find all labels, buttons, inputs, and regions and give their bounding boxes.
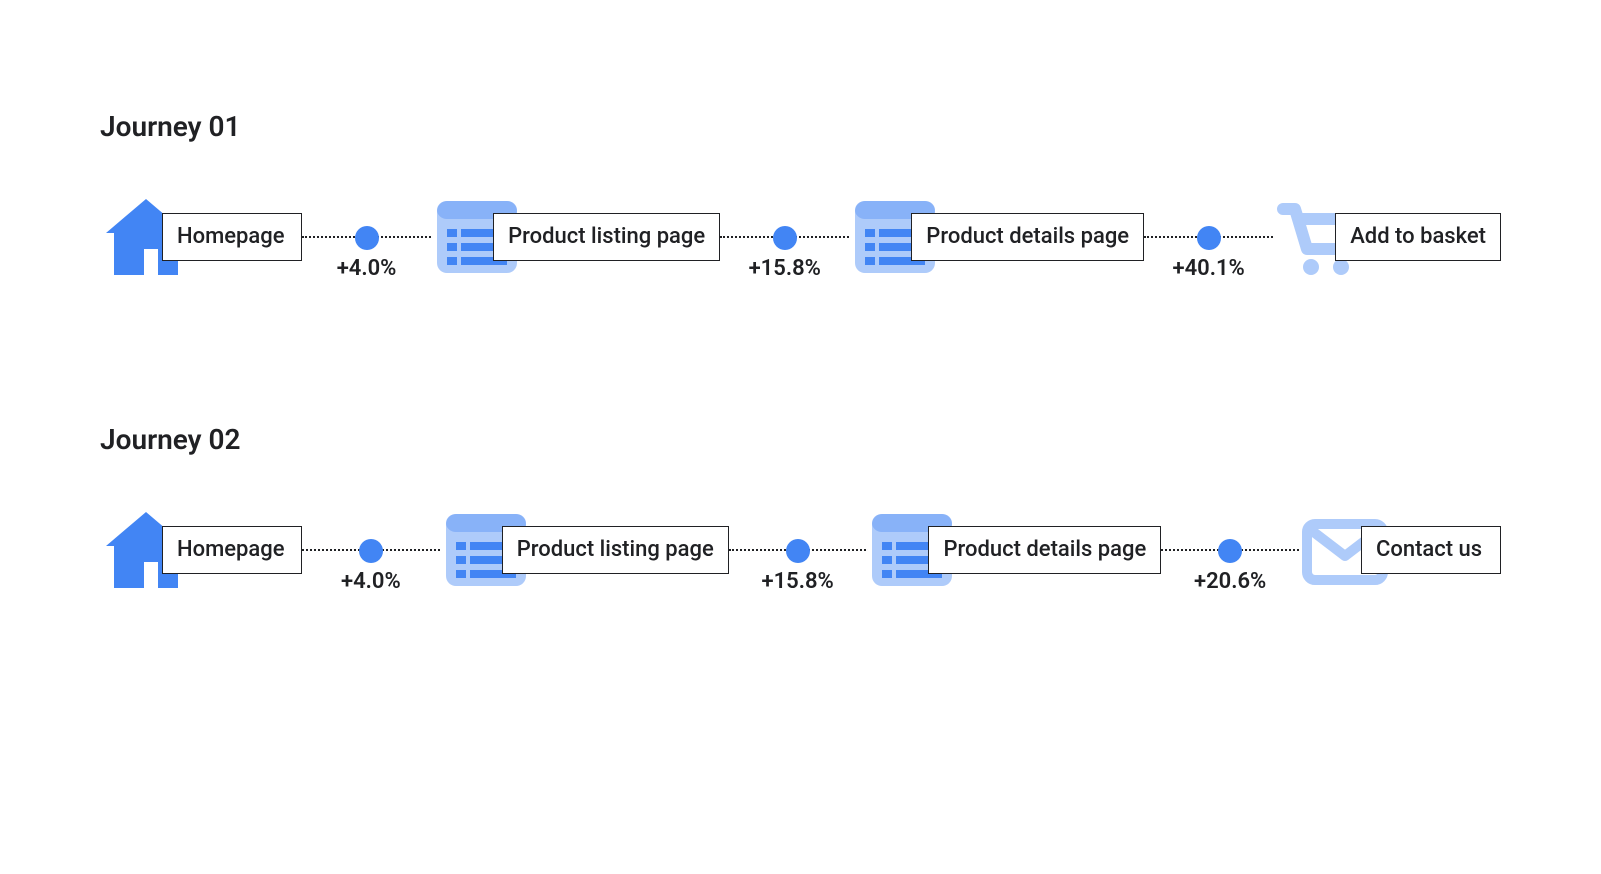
step-homepage: Homepage — [100, 504, 302, 596]
journey-title: Journey 02 — [100, 423, 1501, 456]
connector-line — [1144, 236, 1273, 238]
connector-metric: +40.1% — [1172, 256, 1244, 281]
connector-dot-icon — [355, 226, 379, 250]
step-label: Contact us — [1361, 526, 1501, 574]
step-label: Product listing page — [502, 526, 729, 574]
step-label: Product details page — [911, 213, 1144, 261]
journey-02: Journey 02 Homepage +4.0% — [100, 423, 1501, 596]
step-details: Product details page — [866, 504, 1161, 596]
journey-flow: Homepage +4.0% Product — [100, 504, 1501, 596]
step-label: Homepage — [162, 526, 302, 574]
connector: +40.1% — [1144, 236, 1273, 238]
connector-metric: +15.8% — [749, 256, 821, 281]
connector-line — [302, 236, 431, 238]
step-label: Add to basket — [1335, 213, 1501, 261]
connector-line — [302, 549, 440, 551]
connector-line — [1161, 549, 1299, 551]
step-basket: Add to basket — [1273, 191, 1501, 283]
connector-metric: +20.6% — [1194, 569, 1266, 594]
step-details: Product details page — [849, 191, 1144, 283]
connector-metric: +15.8% — [761, 569, 833, 594]
journey-flow: Homepage +4.0% Product — [100, 191, 1501, 283]
connector-dot-icon — [359, 539, 383, 563]
connector: +20.6% — [1161, 549, 1299, 551]
step-label: Homepage — [162, 213, 302, 261]
step-contact: Contact us — [1299, 504, 1501, 596]
journey-01: Journey 01 Homepage +4.0% — [100, 110, 1501, 283]
step-listing: Product listing page — [431, 191, 720, 283]
connector-dot-icon — [1218, 539, 1242, 563]
step-label: Product listing page — [493, 213, 720, 261]
connector-line — [720, 236, 849, 238]
connector-line — [729, 549, 867, 551]
connector: +15.8% — [720, 236, 849, 238]
connector: +4.0% — [302, 549, 440, 551]
step-listing: Product listing page — [440, 504, 729, 596]
connector-metric: +4.0% — [341, 569, 401, 594]
connector-metric: +4.0% — [337, 256, 397, 281]
connector-dot-icon — [773, 226, 797, 250]
journey-title: Journey 01 — [100, 110, 1501, 143]
connector: +4.0% — [302, 236, 431, 238]
connector-dot-icon — [1197, 226, 1221, 250]
connector-dot-icon — [786, 539, 810, 563]
step-homepage: Homepage — [100, 191, 302, 283]
connector: +15.8% — [729, 549, 867, 551]
step-label: Product details page — [928, 526, 1161, 574]
